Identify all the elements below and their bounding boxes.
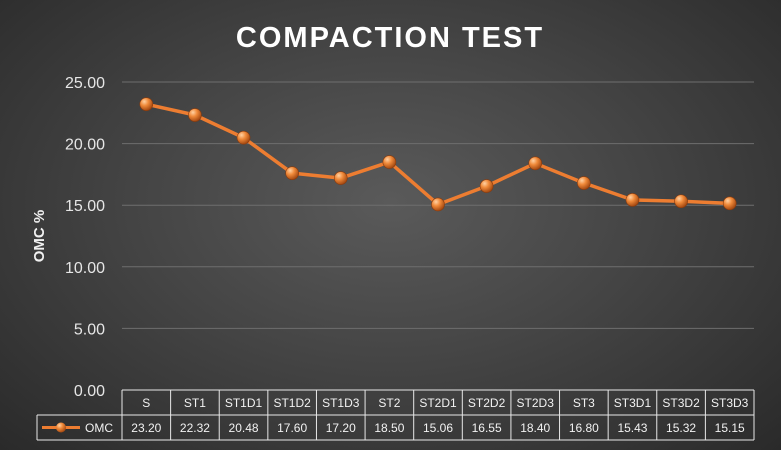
x-category-label: ST2 [378,396,400,410]
data-point-st3d1 [625,193,640,207]
chart-title: COMPACTION TEST [236,22,544,54]
x-category-label: ST1D3 [322,396,360,410]
y-tick-label: 0.00 [74,383,105,400]
x-category-label: ST1D1 [225,396,263,410]
data-table-value: 23.20 [131,421,161,435]
data-point-st1d3 [333,171,348,185]
data-point-st3d3 [722,196,737,211]
data-point-st3d2 [674,194,688,209]
data-point-st2d3 [528,156,543,171]
data-table-value: 17.20 [326,421,356,435]
y-tick-label: 5.00 [74,321,105,338]
x-category-label: ST1D2 [273,396,311,410]
series-omc [139,97,737,212]
data-table-value: 17.60 [277,421,307,435]
data-table-value: 18.50 [374,421,404,435]
x-category-label: ST2D3 [517,396,555,410]
y-tick-label: 15.00 [65,198,105,215]
x-category-label: ST3D2 [662,396,700,410]
data-table-value: 22.32 [180,421,210,435]
data-table-value: 18.40 [520,421,550,435]
data-table-value: 15.32 [666,421,696,435]
y-tick-label: 20.00 [65,137,105,154]
x-category-label: ST3D1 [614,396,652,410]
data-point-st1d2 [285,166,299,180]
data-point-st2d2 [479,179,494,193]
y-tick-label: 10.00 [65,260,105,277]
data-point-st1 [188,108,202,122]
data-point-st3 [577,176,591,190]
x-category-label: ST3 [573,396,595,410]
data-table-value: 20.48 [229,421,259,435]
data-table-value: 15.06 [423,421,453,435]
y-axis-label: OMC % [31,210,48,263]
x-category-label: ST1 [184,396,206,410]
y-tick-label: 25.00 [65,75,105,92]
data-point-st2d1 [431,197,445,212]
x-category-label: ST2D1 [419,396,457,410]
x-category-label: ST3D3 [711,396,749,410]
x-category-label: S [142,396,150,410]
data-point-st2 [382,155,397,169]
legend-series-name: OMC [85,421,113,435]
data-table: S 23.20 ST1 22.32 ST1D1 20.48 ST1D2 17.60 ST1D3 1… [36,389,755,441]
data-table-value: 15.43 [617,421,647,435]
y-axis-ticks: 0.00 5.00 10.00 15.00 20.00 25.00 [65,75,105,400]
data-point-s [139,97,154,111]
x-category-label: ST2D2 [468,396,506,410]
data-table-value: 15.15 [715,421,745,435]
data-table-value: 16.55 [472,421,502,435]
data-point-st1d1 [236,130,251,145]
data-table-value: 16.80 [569,421,599,435]
series-line [145,102,730,207]
legend-marker [56,422,66,433]
